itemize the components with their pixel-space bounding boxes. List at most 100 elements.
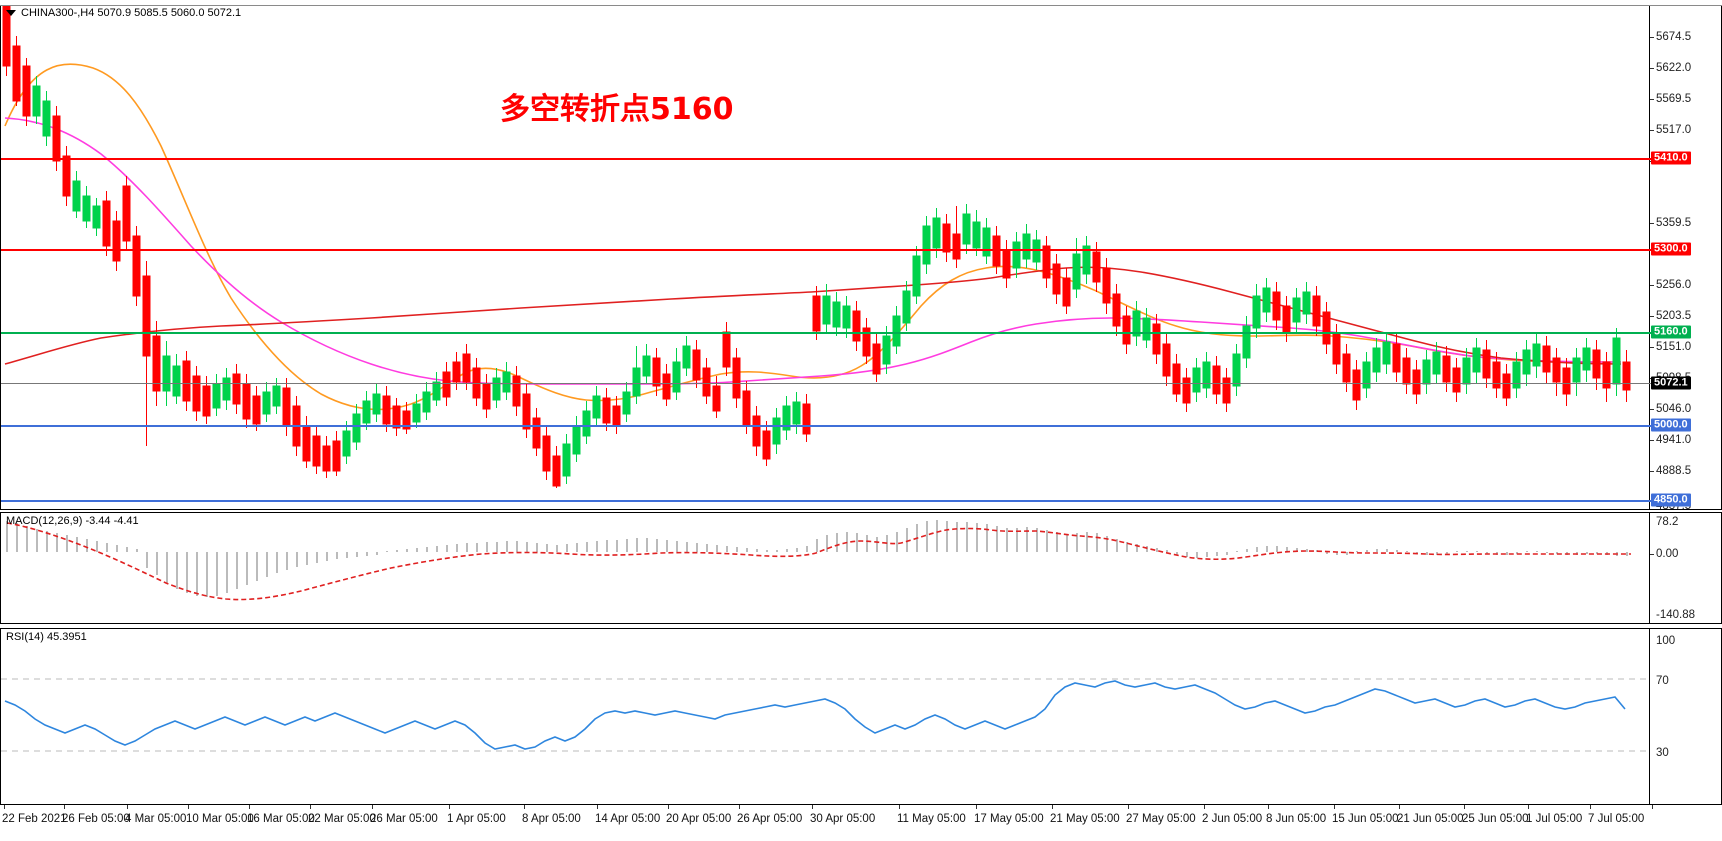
time-tick-label: 22 Mar 05:00 [308, 813, 376, 825]
level-line-5000 [1, 425, 1652, 427]
time-tick-label: 4 Mar 05:00 [125, 813, 187, 825]
macd-tick-label: 0.00 [1656, 548, 1679, 560]
rsi-tick-label: 100 [1656, 635, 1676, 647]
ma-orange-line [4, 63, 1622, 411]
price-tick-label: 4941.0 [1656, 434, 1692, 446]
candlestick-series [2, 6, 1631, 488]
rsi-axis[interactable]: 100 70 30 [1649, 629, 1721, 804]
axis-tick [64, 805, 65, 809]
time-tick-label: 30 Apr 05:00 [810, 813, 876, 825]
axis-tick [1268, 805, 1269, 809]
macd-signal-line [6, 522, 1631, 601]
macd-panel[interactable]: 78.2 0.00 -140.88 [0, 512, 1722, 624]
axis-tick [1204, 805, 1205, 809]
time-tick-label: 14 Apr 05:00 [595, 813, 661, 825]
axis-tick [310, 805, 311, 809]
chart-symbol-label: CHINA300-,H4 5070.9 5085.5 5060.0 5072.1 [21, 7, 242, 19]
time-tick-label: 26 Feb 05:00 [62, 813, 130, 825]
macd-indicator-label: MACD(12,26,9) -3.44 -4.41 [6, 515, 139, 527]
price-label-current: 5072.1 [1651, 376, 1691, 390]
axis-tick [1652, 805, 1653, 809]
time-tick-label: 8 Jun 05:00 [1266, 813, 1327, 825]
price-panel[interactable]: 5674.5 5622.0 5569.5 5517.0 5464.5 5359.… [0, 6, 1722, 512]
price-label-4850: 4850.0 [1651, 493, 1691, 507]
axis-tick [449, 805, 450, 809]
axis-tick [1650, 440, 1654, 441]
level-line-5300 [1, 249, 1652, 251]
time-tick-label: 11 May 05:00 [897, 813, 966, 825]
axis-tick [1399, 805, 1400, 809]
level-line-current-price [1, 383, 1652, 384]
time-axis[interactable]: 22 Feb 2021 26 Feb 05:00 4 Mar 05:00 10 … [0, 805, 1722, 841]
time-tick-label: 25 Jun 05:00 [1462, 813, 1529, 825]
window-titlebar [0, 0, 1722, 6]
time-tick-label: 2 Jun 05:00 [1202, 813, 1263, 825]
macd-axis[interactable]: 78.2 0.00 -140.88 [1649, 513, 1721, 623]
axis-tick [1650, 316, 1654, 317]
axis-tick [1464, 805, 1465, 809]
price-axis[interactable]: 5674.5 5622.0 5569.5 5517.0 5464.5 5359.… [1649, 6, 1721, 512]
time-tick-label: 22 Feb 2021 [2, 813, 67, 825]
axis-tick [1650, 37, 1654, 38]
axis-tick [597, 805, 598, 809]
axis-tick [372, 805, 373, 809]
price-tick-label: 5151.0 [1656, 341, 1692, 353]
macd-histogram [6, 520, 1628, 597]
time-tick-label: 27 May 05:00 [1126, 813, 1196, 825]
time-tick-label: 26 Mar 05:00 [370, 813, 438, 825]
ma-magenta-line [4, 117, 1622, 385]
time-tick-label: 15 Jun 05:00 [1332, 813, 1399, 825]
macd-tick-label: 78.2 [1656, 516, 1679, 528]
axis-tick [1650, 130, 1654, 131]
price-label-5410: 5410.0 [1651, 151, 1691, 165]
level-line-5410 [1, 158, 1652, 160]
axis-tick [812, 805, 813, 809]
axis-tick [739, 805, 740, 809]
price-tick-label: 5046.0 [1656, 403, 1692, 415]
time-tick-label: 20 Apr 05:00 [666, 813, 732, 825]
axis-tick [127, 805, 128, 809]
axis-tick [1650, 285, 1654, 286]
axis-tick [899, 805, 900, 809]
axis-tick [1650, 68, 1654, 69]
time-tick-label: 7 Jul 05:00 [1588, 813, 1645, 825]
time-tick-label: 1 Jul 05:00 [1526, 813, 1583, 825]
time-tick-label: 21 Jun 05:00 [1397, 813, 1464, 825]
price-label-5300: 5300.0 [1651, 242, 1691, 256]
axis-tick [1528, 805, 1529, 809]
axis-tick [524, 805, 525, 809]
price-plot-area[interactable] [1, 6, 1721, 509]
time-tick-label: 8 Apr 05:00 [522, 813, 581, 825]
rsi-indicator-label: RSI(14) 45.3951 [6, 631, 87, 643]
level-line-5160 [1, 332, 1652, 334]
rsi-tick-label: 70 [1656, 675, 1669, 687]
rsi-panel[interactable]: 100 70 30 [0, 628, 1722, 805]
macd-plot-area[interactable] [1, 513, 1721, 623]
price-tick-label: 4888.5 [1656, 465, 1692, 477]
time-tick-label: 1 Apr 05:00 [447, 813, 506, 825]
time-tick-label: 10 Mar 05:00 [186, 813, 254, 825]
axis-tick [1590, 805, 1591, 809]
chart-annotation-text: 多空转折点5160 [500, 92, 734, 127]
price-candles [2, 6, 1631, 488]
axis-tick [1128, 805, 1129, 809]
axis-tick [4, 805, 5, 809]
axis-tick [1052, 805, 1053, 809]
price-label-5000: 5000.0 [1651, 418, 1691, 432]
triangle-down-icon[interactable] [6, 10, 16, 16]
axis-tick [668, 805, 669, 809]
axis-tick [976, 805, 977, 809]
axis-tick [1334, 805, 1335, 809]
price-tick-label: 5569.5 [1656, 93, 1692, 105]
axis-tick [1650, 347, 1654, 348]
axis-tick [1650, 554, 1654, 555]
time-tick-label: 21 May 05:00 [1050, 813, 1120, 825]
rsi-plot-area[interactable] [1, 629, 1721, 804]
axis-tick [1650, 409, 1654, 410]
axis-tick [1650, 471, 1654, 472]
rsi-graph [1, 678, 1652, 752]
chart-header[interactable]: CHINA300-,H4 5070.9 5085.5 5060.0 5072.1 [6, 6, 241, 20]
price-tick-label: 5256.0 [1656, 279, 1692, 291]
price-label-5160: 5160.0 [1651, 325, 1691, 339]
